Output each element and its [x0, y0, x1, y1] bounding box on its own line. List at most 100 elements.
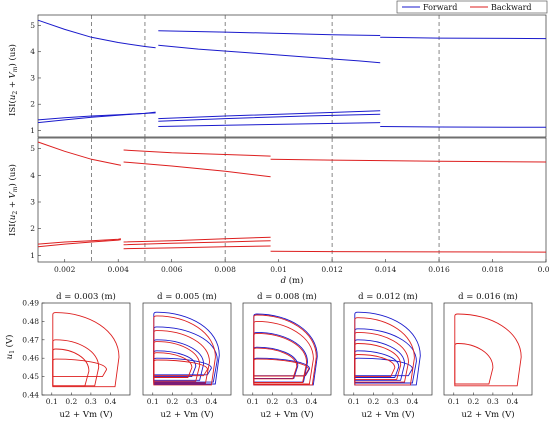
phase-panel-1-frame [41, 302, 131, 396]
phase-panel-4: d = 0.012 (m) u2 + Vm (V)0.1 0.2 0.3 0.4 [343, 291, 433, 420]
bottom-panels: d = 0.003 (m)u2 + Vm (V)0.1 0.2 0.3 0.40.44… [22, 291, 533, 420]
phase-panel-2-xtick-label-3: 0.4 [205, 397, 217, 406]
legend: Forward Backward [396, 0, 548, 14]
panel-top-ytick-label-3: 4 [30, 47, 35, 56]
panel-middle-xtick-label-0: 0.002 [54, 265, 76, 274]
panel-middle-xtick-label-2: 0.006 [161, 265, 183, 274]
panel-middle-yticks: 1 2 3 4 5 [30, 144, 41, 260]
panel-middle-xtick-label-9: 0.02 [538, 265, 550, 274]
phase-panel-5-xtick-label-1: 0.2 [467, 397, 479, 406]
phase-panel-5-xtick-label-3: 0.4 [506, 397, 518, 406]
phase-panel-4-xtick-label-0: 0.1 [348, 397, 360, 406]
phase-panel-1-xtick-label-2: 0.3 [85, 397, 97, 406]
phase-panel-3-xtick-label-2: 0.3 [286, 397, 298, 406]
phase-panel-4-xtick-label-1: 0.2 [367, 397, 379, 406]
phase-panel-1-ytick-label-2: 0.46 [22, 354, 39, 363]
panel-middle-xtick-label-7: 0.016 [428, 265, 450, 274]
phase-panel-2-title: d = 0.005 (m) [157, 291, 217, 302]
phase-panel-5-xtick-label-0: 0.1 [448, 397, 460, 406]
phase-panel-3-xtick-label-0: 0.1 [247, 397, 259, 406]
phase-panel-5-loop-backward-0 [454, 313, 522, 387]
phase-panel-2-xlabel: u2 + Vm (V) [160, 409, 213, 420]
panel-middle-line-backward-2 [37, 239, 121, 248]
panel-top-series [37, 19, 547, 128]
panel-middle-ytick-label-0: 1 [30, 251, 35, 260]
panel-top-line-forward-6 [158, 113, 381, 122]
legend-label-forward: Forward [423, 3, 457, 12]
panel-top-line-forward-3 [158, 30, 381, 36]
phase-panel-3-title: d = 0.008 (m) [257, 291, 317, 302]
phase-panel-3-xtick-label-3: 0.4 [305, 397, 317, 406]
phase-panel-4-loop-backward-0 [354, 317, 415, 386]
phase-panel-1-xtick-label-0: 0.1 [46, 397, 58, 406]
panel-middle-vlines [91, 138, 440, 262]
panel-top-line-forward-5 [158, 110, 381, 120]
phase-panel-1-ytick-label-5: 0.49 [22, 299, 39, 308]
phase-panel-2-loop-backward-4 [153, 359, 208, 377]
phase-panel-3-loop-backward-0 [253, 314, 317, 386]
panel-middle-xtick-label-5: 0.012 [321, 265, 343, 274]
panel-top-line-forward-7 [158, 122, 381, 127]
panel-middle-series [37, 141, 547, 253]
panel-middle-ytick-label-3: 4 [30, 171, 35, 180]
panel-middle-ytick-label-4: 5 [30, 144, 35, 153]
phase-panel-5: d = 0.016 (m) u2 + Vm (V)0.1 0.2 0.3 0.4 [443, 291, 533, 420]
phase-panel-2-loop-backward-3 [153, 352, 193, 378]
phase-panel-3-loop-backward-2 [253, 347, 298, 380]
panel-top-yticks: 1 2 3 4 5 [30, 21, 41, 135]
phase-panel-3: d = 0.008 (m) u2 + Vm (V)0.1 0.2 0.3 0.4 [242, 291, 332, 420]
panel-top-line-forward-0 [37, 19, 156, 49]
panel-middle-xticks: 0.002 0.004 0.006 0.008 0.01 0.012 0.014 0.016 0… [54, 259, 550, 274]
phase-panel-1-xtick-label-1: 0.2 [65, 397, 77, 406]
panel-middle-ytick-label-2: 3 [30, 198, 35, 207]
phase-panel-3-loop-forward-1 [253, 331, 308, 383]
panel-top-ytick-label-0: 1 [30, 126, 35, 135]
phase-panel-2: d = 0.005 (m) u2 + Vm (V)0.1 0.2 0.3 0.4 [142, 291, 232, 420]
panel-middle-line-backward-3 [123, 149, 271, 157]
bottom-ylabel: u1 (V) [4, 335, 16, 360]
phase-panel-2-loop-forward-0 [153, 311, 220, 385]
legend-label-backward: Backward [491, 3, 532, 12]
phase-panel-1-xlabel: u2 + Vm (V) [59, 409, 112, 420]
panel-middle-xtick-label-4: 0.01 [270, 265, 287, 274]
phase-panel-2-loop-backward-1 [153, 330, 210, 384]
phase-panel-2-xtick-label-1: 0.2 [166, 397, 178, 406]
phase-panel-1-title: d = 0.003 (m) [56, 291, 116, 302]
phase-panel-4-xtick-label-3: 0.4 [406, 397, 418, 406]
panel-middle-xtick-label-8: 0.018 [482, 265, 504, 274]
phase-panel-1-loop-backward-3 [52, 358, 107, 378]
panel-top-ytick-label-4: 5 [30, 21, 35, 30]
phase-panel-4-xtick-label-2: 0.3 [387, 397, 399, 406]
panel-middle-ylabel: ISI(u2 + Vm) (us) [7, 164, 19, 236]
panel-middle-line-backward-5 [123, 236, 271, 243]
phase-panel-2-xtick-label-0: 0.1 [147, 397, 159, 406]
phase-panel-3-loop-forward-2 [253, 346, 299, 379]
phase-panel-1-loop-backward-2 [52, 348, 90, 387]
phase-panel-4-loop-forward-0 [354, 311, 421, 386]
phase-panel-1-xtick-label-3: 0.4 [104, 397, 116, 406]
panel-middle-line-backward-8 [270, 158, 547, 163]
panel-top-line-forward-4 [158, 44, 381, 64]
panel-top-line-forward-9 [380, 126, 547, 128]
phase-panel-1-ytick-label-3: 0.47 [22, 335, 39, 344]
phase-panel-4-loop-backward-1 [354, 331, 409, 383]
phase-panel-4-frame [343, 302, 433, 396]
panel-middle-xtick-label-1: 0.004 [107, 265, 129, 274]
panel-top: 1 2 3 4 5 ISI(u2 + Vm) (us) [7, 14, 547, 138]
phase-panel-1-ytick-label-4: 0.48 [22, 317, 39, 326]
panel-top-line-forward-8 [380, 36, 547, 40]
phase-panel-2-loop-backward-0 [153, 315, 216, 386]
panel-middle: 1 2 3 4 5 0.002 0.004 0.006 0.008 0.01 0.012 0.014… [7, 137, 550, 286]
phase-panel-4-loop-backward-2 [354, 343, 402, 380]
phase-panel-3-loop-forward-0 [253, 313, 318, 386]
phase-panel-2-loop-backward-2 [153, 341, 201, 382]
phase-panel-1-loop-backward-0 [52, 312, 120, 388]
panel-middle-line-backward-6 [123, 240, 271, 246]
phase-panel-1-loop-backward-1 [52, 339, 100, 387]
phase-panel-5-title: d = 0.016 (m) [458, 291, 518, 302]
phase-panel-4-loop-forward-2 [354, 339, 406, 381]
phase-panel-5-frame [443, 302, 533, 396]
phase-panel-3-frame [242, 302, 332, 396]
phase-panel-3-xlabel: u2 + Vm (V) [260, 409, 313, 420]
